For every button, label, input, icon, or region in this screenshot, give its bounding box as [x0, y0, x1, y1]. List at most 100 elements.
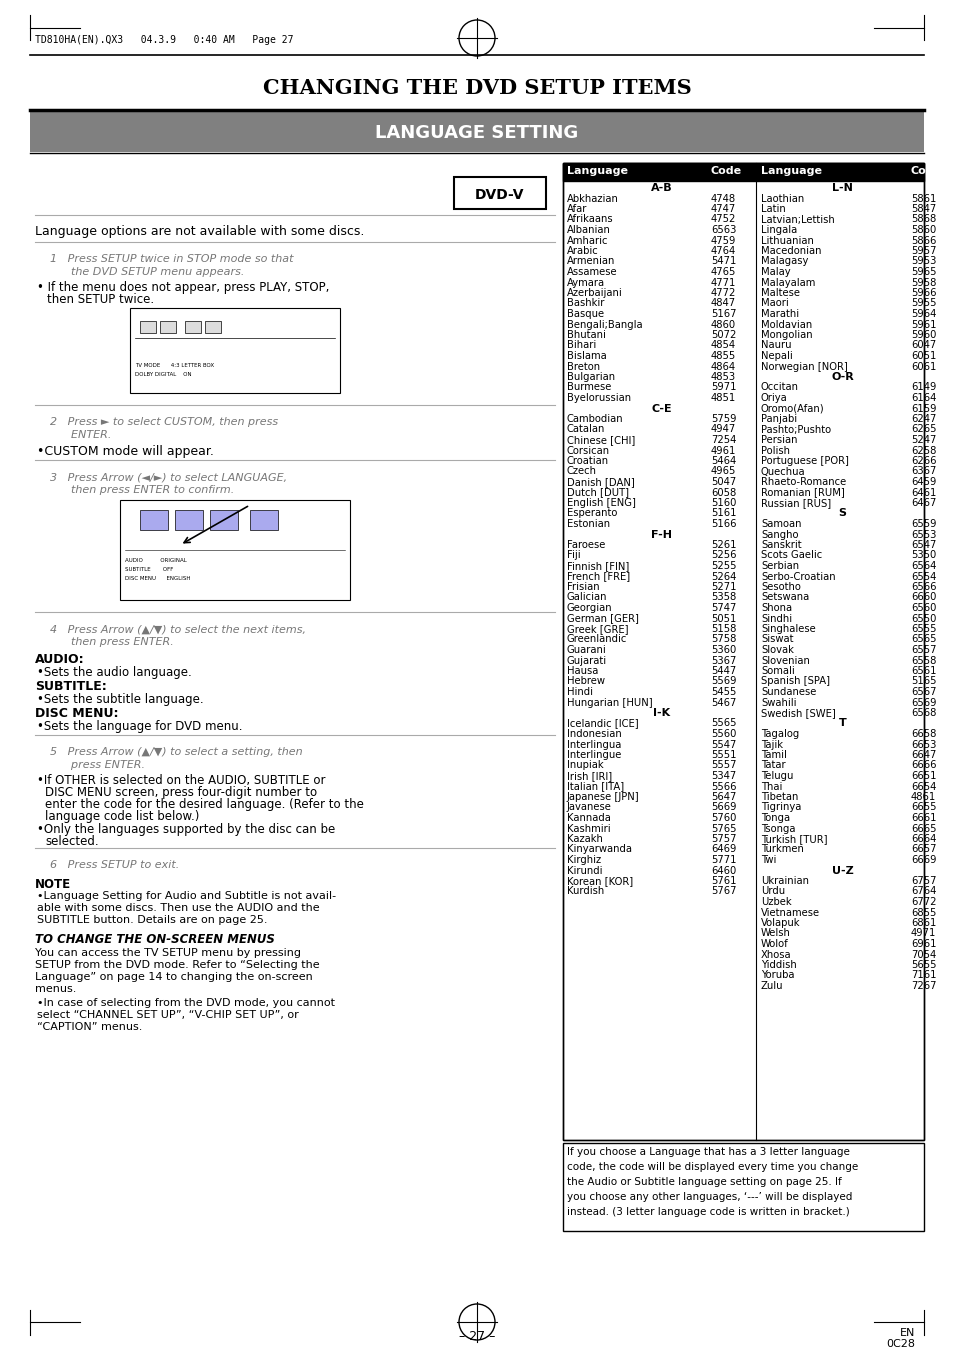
Text: 5161: 5161 — [710, 508, 736, 519]
Text: I-K: I-K — [652, 708, 669, 717]
Text: 4747: 4747 — [710, 204, 736, 213]
Text: Panjabi: Panjabi — [760, 413, 797, 424]
Text: 6555: 6555 — [910, 624, 936, 634]
Text: Bulgarian: Bulgarian — [566, 372, 615, 382]
Text: Greek [GRE]: Greek [GRE] — [566, 624, 628, 634]
Text: 6654: 6654 — [910, 781, 936, 792]
Text: Malay: Malay — [760, 267, 790, 277]
Text: 6661: 6661 — [910, 813, 936, 823]
Bar — [174, 509, 203, 530]
Text: 5860: 5860 — [910, 226, 935, 235]
Text: English [ENG]: English [ENG] — [566, 499, 636, 508]
Text: 6651: 6651 — [910, 771, 936, 781]
Text: Thai: Thai — [760, 781, 781, 792]
Text: Twi: Twi — [760, 855, 776, 865]
Text: Basque: Basque — [566, 309, 603, 319]
Text: 5447: 5447 — [710, 666, 736, 676]
Text: •In case of selecting from the DVD mode, you cannot: •In case of selecting from the DVD mode,… — [37, 998, 335, 1008]
Text: 4965: 4965 — [710, 466, 736, 477]
Text: Afrikaans: Afrikaans — [566, 215, 613, 224]
Text: 6367: 6367 — [910, 466, 936, 477]
Text: – 27 –: – 27 – — [458, 1329, 495, 1343]
Bar — [562, 163, 923, 1140]
Text: 4853: 4853 — [710, 372, 736, 382]
Text: 6665: 6665 — [910, 824, 936, 834]
Text: TV MODE      4:3 LETTER BOX: TV MODE 4:3 LETTER BOX — [135, 363, 213, 367]
Text: 5757: 5757 — [710, 834, 736, 844]
Text: Hausa: Hausa — [566, 666, 598, 676]
Text: Abkhazian: Abkhazian — [566, 193, 618, 204]
Text: Swahili: Swahili — [760, 697, 796, 708]
Text: 6164: 6164 — [910, 393, 936, 403]
Text: EN: EN — [899, 1328, 914, 1337]
Text: 5569: 5569 — [710, 677, 736, 686]
Text: Setswana: Setswana — [760, 593, 808, 603]
Text: 6266: 6266 — [910, 457, 936, 466]
Text: •Only the languages supported by the disc can be: •Only the languages supported by the dis… — [37, 823, 335, 836]
Text: 5255: 5255 — [710, 561, 736, 571]
Text: 5072: 5072 — [710, 330, 736, 340]
Text: 6564: 6564 — [910, 561, 936, 571]
Text: 4748: 4748 — [710, 193, 736, 204]
Text: 5557: 5557 — [710, 761, 736, 770]
Text: Language options are not available with some discs.: Language options are not available with … — [35, 226, 364, 238]
Text: Swedish [SWE]: Swedish [SWE] — [760, 708, 835, 717]
Text: 5747: 5747 — [710, 603, 736, 613]
Text: Estonian: Estonian — [566, 519, 610, 530]
Text: 5261: 5261 — [710, 540, 736, 550]
Text: Kannada: Kannada — [566, 813, 610, 823]
Text: 6550: 6550 — [910, 613, 936, 624]
Text: Korean [KOR]: Korean [KOR] — [566, 875, 633, 886]
Text: Irish [IRI]: Irish [IRI] — [566, 771, 612, 781]
Text: 7054: 7054 — [910, 950, 935, 959]
Text: •If OTHER is selected on the AUDIO, SUBTITLE or: •If OTHER is selected on the AUDIO, SUBT… — [37, 774, 325, 788]
Text: 5551: 5551 — [710, 750, 736, 761]
Text: • If the menu does not appear, press PLAY, STOP,: • If the menu does not appear, press PLA… — [37, 281, 329, 295]
Text: 6247: 6247 — [910, 413, 936, 424]
Text: Corsican: Corsican — [566, 446, 610, 455]
Text: Latvian;Lettish: Latvian;Lettish — [760, 215, 834, 224]
Text: DISC MENU:: DISC MENU: — [35, 707, 118, 720]
Text: 3   Press Arrow (◄/►) to select LANGUAGE,: 3 Press Arrow (◄/►) to select LANGUAGE, — [50, 471, 287, 482]
Text: 5647: 5647 — [710, 792, 736, 802]
Text: 5358: 5358 — [710, 593, 736, 603]
Text: 5960: 5960 — [910, 330, 936, 340]
Text: 4860: 4860 — [710, 319, 736, 330]
Text: 6459: 6459 — [910, 477, 936, 486]
Text: Kazakh: Kazakh — [566, 834, 602, 844]
Text: Chinese [CHI]: Chinese [CHI] — [566, 435, 635, 444]
Text: Croatian: Croatian — [566, 457, 608, 466]
Text: Slovak: Slovak — [760, 644, 793, 655]
Text: 4   Press Arrow (▲/▼) to select the next items,: 4 Press Arrow (▲/▼) to select the next i… — [50, 624, 306, 634]
Text: 4971: 4971 — [910, 928, 936, 939]
Text: Welsh: Welsh — [760, 928, 790, 939]
Text: Code: Code — [910, 166, 942, 176]
Text: Guarani: Guarani — [566, 644, 606, 655]
Text: Oriya: Oriya — [760, 393, 787, 403]
Text: Singhalese: Singhalese — [760, 624, 815, 634]
Text: 5158: 5158 — [710, 624, 736, 634]
Text: L-N: L-N — [831, 182, 852, 193]
Text: 5964: 5964 — [910, 309, 936, 319]
Text: Laothian: Laothian — [760, 193, 803, 204]
Text: Burmese: Burmese — [566, 382, 611, 393]
Text: German [GER]: German [GER] — [566, 613, 639, 624]
Text: 5966: 5966 — [910, 288, 936, 299]
Text: “CAPTION” menus.: “CAPTION” menus. — [37, 1021, 142, 1032]
Text: 6061: 6061 — [910, 362, 936, 372]
Text: 5655: 5655 — [910, 961, 936, 970]
Text: enter the code for the desired language. (Refer to the: enter the code for the desired language.… — [45, 798, 363, 811]
Text: 6653: 6653 — [910, 739, 936, 750]
Text: 6669: 6669 — [910, 855, 936, 865]
Text: Urdu: Urdu — [760, 886, 784, 897]
Text: 5166: 5166 — [710, 519, 736, 530]
Text: 6861: 6861 — [910, 917, 936, 928]
Text: AUDIO:: AUDIO: — [35, 653, 85, 666]
Text: ENTER.: ENTER. — [50, 430, 112, 440]
Text: 6469: 6469 — [710, 844, 736, 854]
Text: 5955: 5955 — [910, 299, 936, 308]
Text: Turkish [TUR]: Turkish [TUR] — [760, 834, 826, 844]
Text: 6658: 6658 — [910, 730, 936, 739]
Text: 6558: 6558 — [910, 655, 936, 666]
Text: 6265: 6265 — [910, 424, 936, 435]
